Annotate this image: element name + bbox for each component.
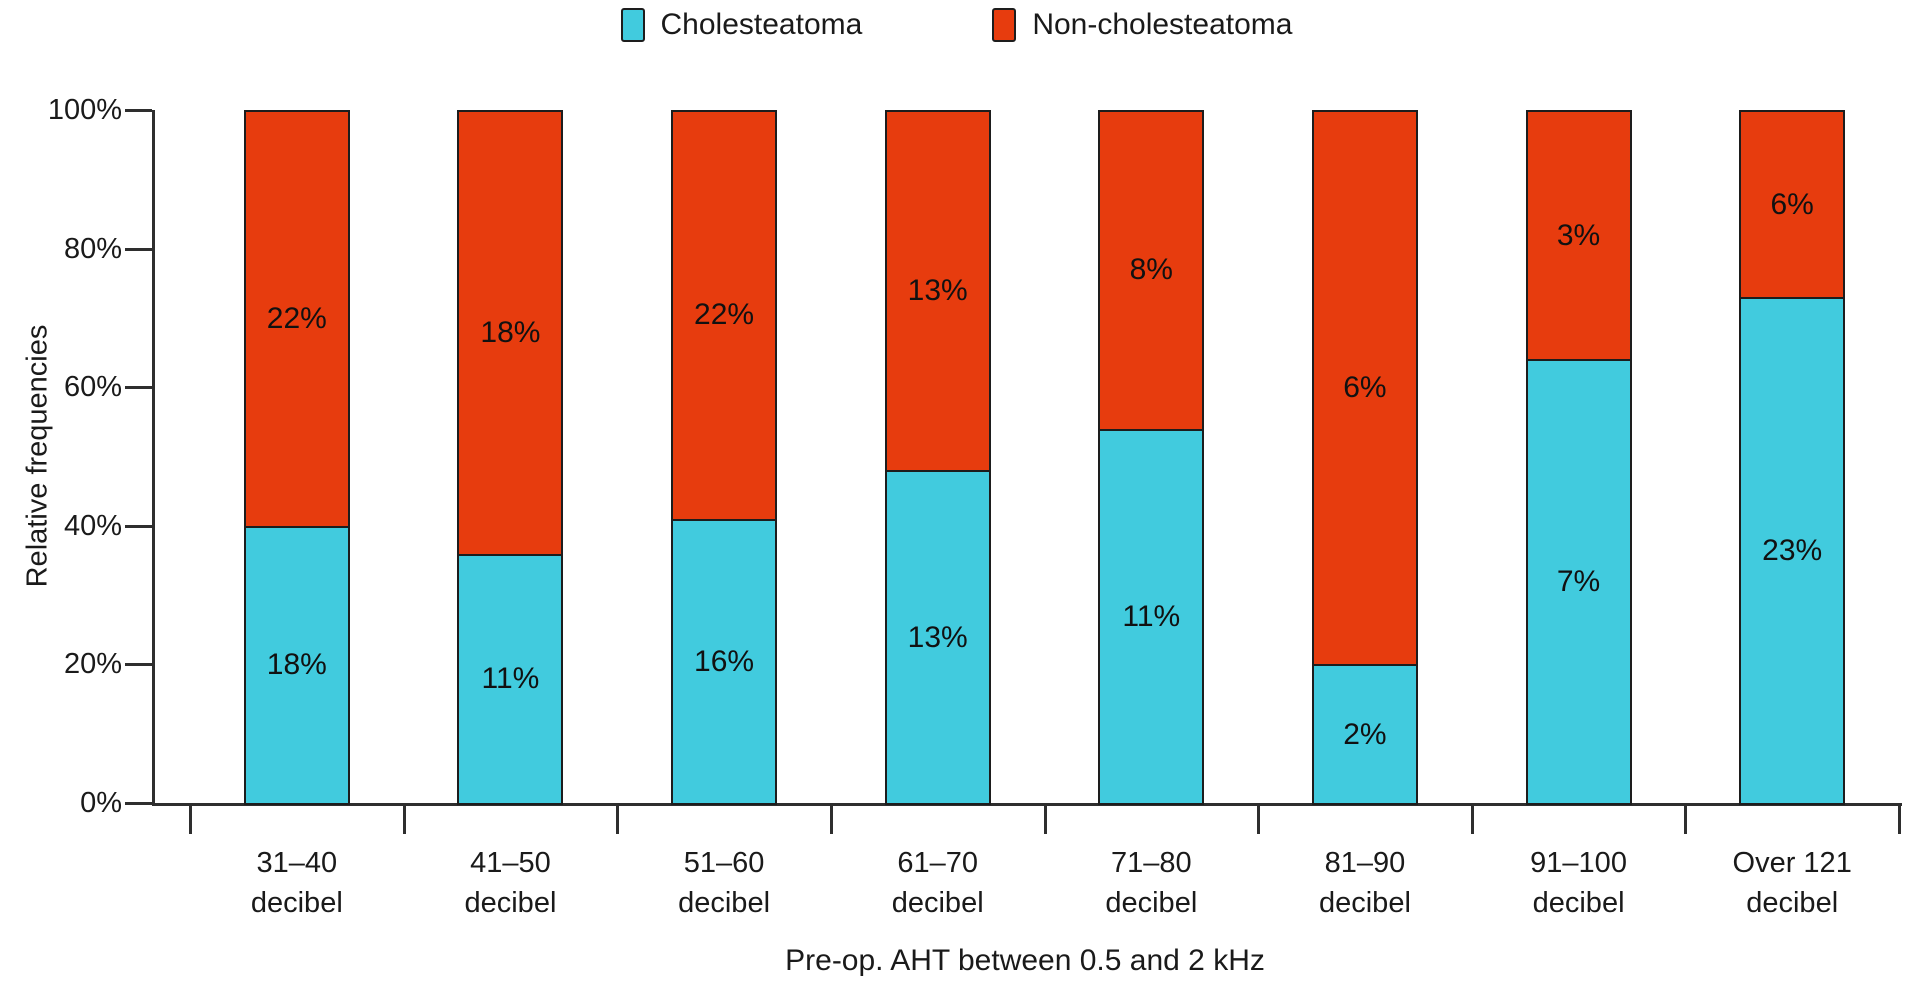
bar-segment-cholesteatoma: 23% bbox=[1739, 297, 1846, 805]
bar-segment-cholesteatoma: 16% bbox=[671, 518, 778, 805]
legend-label-cholesteatoma: Cholesteatoma bbox=[660, 8, 863, 41]
category-label: 31–40 decibel bbox=[190, 843, 404, 923]
category-label: 91–100 decibel bbox=[1472, 843, 1686, 923]
bar-segment-label: 18% bbox=[266, 648, 327, 682]
y-axis-title: Relative frequencies bbox=[21, 324, 54, 588]
y-axis-line bbox=[152, 110, 155, 806]
bar-segment-cholesteatoma: 11% bbox=[457, 553, 564, 805]
x-axis-line bbox=[152, 803, 1902, 806]
category-range-label: Over 121 bbox=[1732, 847, 1852, 879]
category-unit-label: decibel bbox=[464, 887, 557, 919]
category-label: Over 121 decibel bbox=[1685, 843, 1899, 923]
x-tick bbox=[402, 803, 406, 834]
bar-segment-non-cholesteatoma: 18% bbox=[457, 110, 564, 556]
y-tick bbox=[125, 247, 152, 251]
x-tick bbox=[1257, 803, 1261, 834]
bar-segment-label: 18% bbox=[480, 315, 541, 349]
x-tick bbox=[1043, 803, 1047, 834]
bar-segment-cholesteatoma: 18% bbox=[243, 525, 350, 805]
x-tick bbox=[189, 803, 192, 834]
bar-segment-non-cholesteatoma: 8% bbox=[1098, 110, 1205, 431]
y-tick-label: 40% bbox=[63, 509, 122, 542]
y-tick-label: 20% bbox=[63, 648, 122, 681]
y-tick-label: 0% bbox=[80, 787, 122, 819]
category-unit-label: decibel bbox=[1532, 887, 1625, 919]
legend-swatch-non-cholesteatoma bbox=[992, 8, 1017, 42]
bar-segment-cholesteatoma: 11% bbox=[1098, 428, 1205, 805]
x-tick bbox=[1898, 803, 1901, 834]
y-tick bbox=[125, 109, 152, 112]
y-tick bbox=[125, 386, 152, 390]
category-label: 81–90 decibel bbox=[1258, 843, 1472, 923]
x-tick bbox=[616, 803, 620, 834]
y-tick-label: 80% bbox=[63, 232, 122, 265]
category-range-label: 81–90 bbox=[1324, 847, 1406, 879]
legend: Cholesteatoma Non-cholesteatoma bbox=[0, 8, 1913, 42]
legend-label-non-cholesteatoma: Non-cholesteatoma bbox=[1032, 8, 1293, 41]
bar-segment-label: 8% bbox=[1129, 253, 1173, 287]
category-unit-label: decibel bbox=[1318, 887, 1411, 919]
bar-segment-label: 11% bbox=[1122, 599, 1181, 633]
bar-segment-label: 16% bbox=[694, 644, 755, 678]
bar-segment-label: 13% bbox=[907, 620, 968, 654]
category-range-label: 71–80 bbox=[1110, 847, 1192, 879]
category-unit-label: decibel bbox=[1105, 887, 1198, 919]
legend-item-non-cholesteatoma: Non-cholesteatoma bbox=[992, 8, 1292, 42]
y-tick-label: 60% bbox=[63, 371, 122, 404]
category-label: 61–70 decibel bbox=[831, 843, 1045, 923]
x-tick bbox=[829, 803, 833, 834]
bar-segment-non-cholesteatoma: 6% bbox=[1739, 110, 1846, 300]
bar-segment-label: 22% bbox=[266, 301, 327, 335]
bar-segment-label: 3% bbox=[1556, 218, 1601, 252]
bar-segment-cholesteatoma: 2% bbox=[1311, 664, 1418, 805]
category-unit-label: decibel bbox=[678, 887, 771, 919]
y-tick bbox=[125, 802, 152, 805]
bar-segment-label: 13% bbox=[907, 274, 968, 308]
category-label: 71–80 decibel bbox=[1044, 843, 1258, 923]
category-unit-label: decibel bbox=[891, 887, 984, 919]
y-tick bbox=[125, 524, 152, 528]
bar-segment-non-cholesteatoma: 6% bbox=[1311, 110, 1418, 667]
bar-segment-label: 23% bbox=[1762, 534, 1823, 568]
x-axis-title: Pre-op. AHT between 0.5 and 2 kHz bbox=[785, 944, 1265, 977]
category-range-label: 91–100 bbox=[1530, 847, 1627, 879]
bar-segment-non-cholesteatoma: 22% bbox=[243, 110, 350, 528]
legend-swatch-cholesteatoma bbox=[620, 8, 645, 42]
bar-segment-label: 6% bbox=[1770, 187, 1814, 221]
bar-segment-label: 6% bbox=[1343, 371, 1387, 405]
y-tick bbox=[125, 663, 152, 667]
category-unit-label: decibel bbox=[1746, 887, 1839, 919]
category-range-label: 61–70 bbox=[897, 847, 979, 879]
category-range-label: 41–50 bbox=[470, 847, 551, 879]
bar-segment-label: 22% bbox=[694, 298, 755, 332]
bar-segment-non-cholesteatoma: 22% bbox=[671, 110, 778, 521]
x-tick bbox=[1470, 803, 1474, 834]
bar-segment-non-cholesteatoma: 13% bbox=[884, 110, 991, 473]
bar-segment-label: 2% bbox=[1343, 717, 1387, 751]
bar-segment-cholesteatoma: 7% bbox=[1525, 359, 1632, 805]
category-range-label: 51–60 bbox=[683, 847, 765, 879]
category-label: 51–60 decibel bbox=[617, 843, 831, 923]
category-unit-label: decibel bbox=[250, 887, 343, 919]
legend-item-cholesteatoma: Cholesteatoma bbox=[620, 8, 863, 42]
bar-segment-label: 7% bbox=[1556, 565, 1601, 599]
y-tick-label: 100% bbox=[47, 94, 122, 126]
category-label: 41–50 decibel bbox=[403, 843, 617, 923]
bar-segment-label: 11% bbox=[481, 662, 540, 696]
x-tick bbox=[1684, 803, 1688, 834]
bar-segment-cholesteatoma: 13% bbox=[884, 470, 991, 805]
bar-segment-non-cholesteatoma: 3% bbox=[1525, 110, 1632, 362]
category-range-label: 31–40 bbox=[256, 847, 338, 879]
